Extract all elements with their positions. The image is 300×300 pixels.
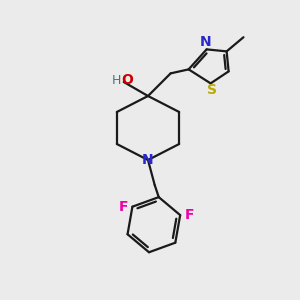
Text: F: F	[184, 208, 194, 222]
Text: H: H	[112, 74, 122, 86]
Text: S: S	[207, 83, 217, 98]
Text: N: N	[200, 35, 212, 50]
Text: F: F	[119, 200, 128, 214]
Text: O: O	[121, 73, 133, 87]
Text: N: N	[142, 153, 154, 167]
